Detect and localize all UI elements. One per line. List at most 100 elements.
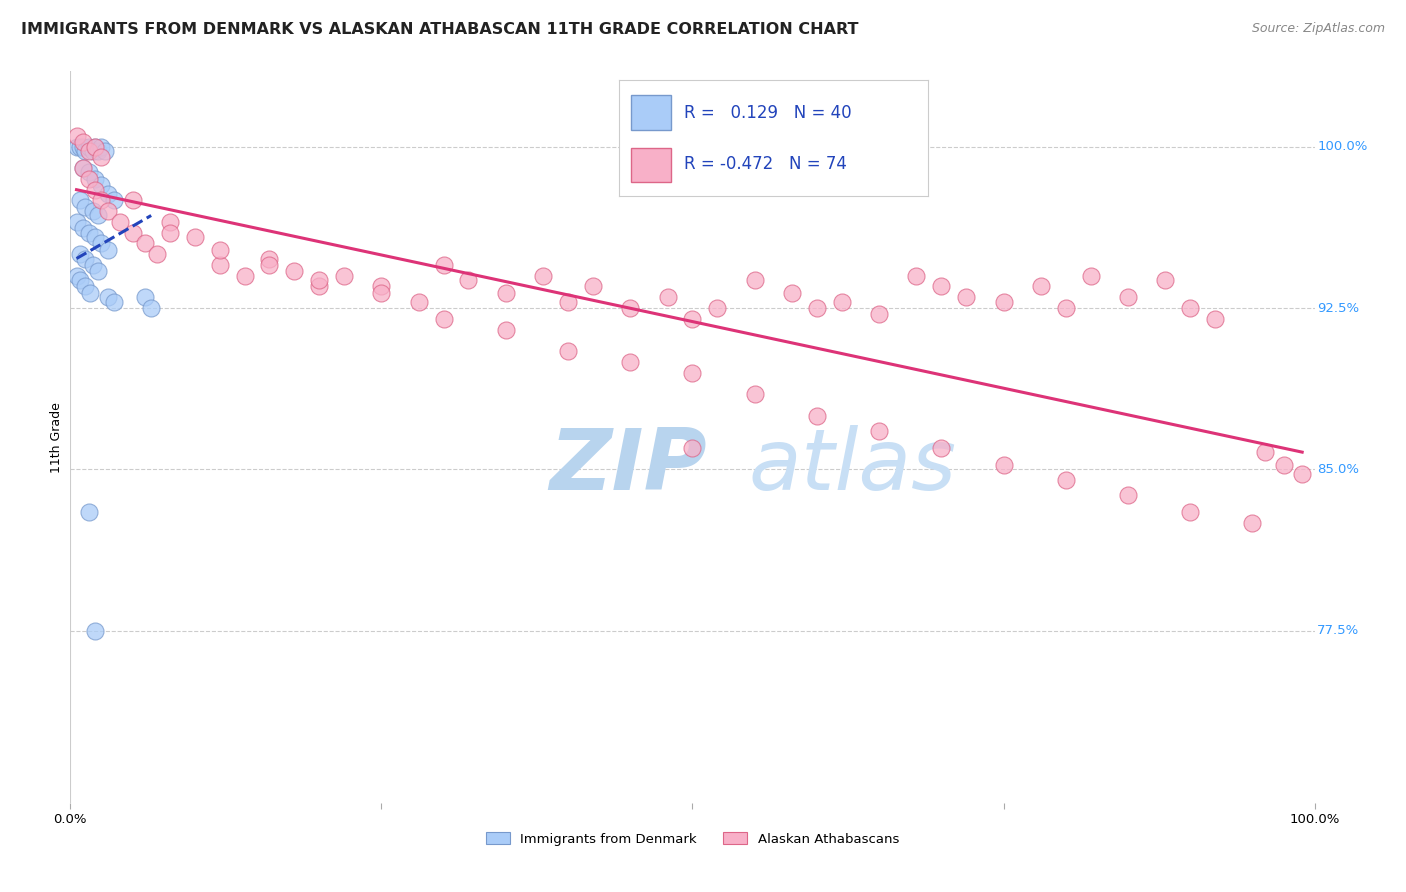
- Point: [931, 279, 953, 293]
- Point: [77, 226, 100, 240]
- Text: 92.5%: 92.5%: [1317, 301, 1360, 315]
- Point: [84, 139, 107, 153]
- Point: [72, 161, 94, 176]
- Point: [1272, 458, 1295, 472]
- Point: [370, 285, 392, 300]
- Point: [582, 279, 605, 293]
- Point: [69, 273, 91, 287]
- Point: [65, 268, 87, 283]
- Point: [86, 144, 108, 158]
- Point: [433, 258, 456, 272]
- Point: [69, 247, 91, 261]
- Point: [72, 221, 94, 235]
- Point: [84, 172, 107, 186]
- Point: [1291, 467, 1313, 481]
- Point: [84, 139, 107, 153]
- Point: [993, 458, 1015, 472]
- Point: [72, 136, 94, 150]
- Point: [69, 194, 91, 208]
- Point: [1180, 505, 1202, 519]
- Point: [65, 139, 87, 153]
- Point: [744, 273, 766, 287]
- Point: [868, 424, 890, 438]
- Point: [1116, 290, 1139, 304]
- Point: [77, 165, 100, 179]
- Point: [75, 144, 97, 158]
- Point: [77, 144, 100, 158]
- Point: [408, 294, 430, 309]
- Point: [682, 311, 704, 326]
- Point: [744, 387, 766, 401]
- Point: [65, 128, 87, 143]
- Point: [495, 285, 517, 300]
- Point: [433, 311, 456, 326]
- Text: R = -0.472   N = 74: R = -0.472 N = 74: [683, 155, 846, 173]
- Point: [90, 236, 112, 251]
- Point: [531, 268, 554, 283]
- Point: [1116, 488, 1139, 502]
- Point: [183, 230, 207, 244]
- Point: [82, 144, 104, 158]
- Point: [868, 308, 890, 322]
- Point: [103, 194, 125, 208]
- Point: [308, 273, 330, 287]
- Text: R =   0.129   N = 40: R = 0.129 N = 40: [683, 103, 851, 121]
- Point: [1154, 273, 1177, 287]
- Point: [94, 144, 117, 158]
- Point: [159, 215, 181, 229]
- Point: [806, 301, 828, 315]
- Point: [72, 161, 94, 176]
- Point: [77, 139, 100, 153]
- Text: 85.0%: 85.0%: [1317, 463, 1360, 475]
- Point: [90, 150, 112, 164]
- Point: [75, 252, 97, 266]
- Point: [1054, 301, 1077, 315]
- Point: [308, 279, 330, 293]
- Point: [619, 355, 641, 369]
- Point: [84, 183, 107, 197]
- Point: [86, 264, 108, 278]
- Point: [134, 290, 156, 304]
- Point: [208, 243, 231, 257]
- Point: [121, 226, 143, 240]
- Point: [931, 441, 953, 455]
- Point: [82, 204, 104, 219]
- Point: [905, 268, 928, 283]
- Point: [657, 290, 679, 304]
- Point: [65, 215, 87, 229]
- Point: [1254, 445, 1277, 459]
- Point: [955, 290, 977, 304]
- Point: [77, 172, 100, 186]
- Text: ZIP: ZIP: [550, 425, 707, 508]
- Bar: [631, 95, 671, 130]
- Point: [69, 139, 91, 153]
- Point: [233, 268, 256, 283]
- Point: [79, 285, 101, 300]
- Point: [1180, 301, 1202, 315]
- Point: [557, 344, 579, 359]
- Point: [90, 139, 112, 153]
- Point: [283, 264, 305, 278]
- Legend: Immigrants from Denmark, Alaskan Athabascans: Immigrants from Denmark, Alaskan Athabas…: [481, 827, 904, 851]
- Point: [259, 252, 281, 266]
- Point: [90, 178, 112, 193]
- Text: Source: ZipAtlas.com: Source: ZipAtlas.com: [1251, 22, 1385, 36]
- Point: [993, 294, 1015, 309]
- Point: [457, 273, 479, 287]
- Point: [84, 624, 107, 638]
- Point: [97, 243, 120, 257]
- Point: [806, 409, 828, 423]
- Point: [495, 322, 517, 336]
- Point: [77, 505, 100, 519]
- Point: [1204, 311, 1226, 326]
- Point: [780, 285, 803, 300]
- Text: atlas: atlas: [748, 425, 956, 508]
- Point: [75, 200, 97, 214]
- Point: [90, 194, 112, 208]
- Point: [682, 366, 704, 380]
- Point: [146, 247, 169, 261]
- Point: [86, 209, 108, 223]
- Point: [121, 194, 143, 208]
- Point: [1054, 473, 1077, 487]
- Point: [557, 294, 579, 309]
